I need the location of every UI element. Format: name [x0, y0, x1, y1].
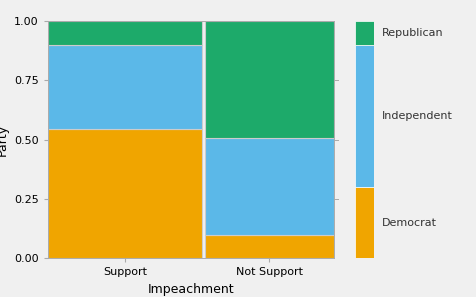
Bar — [355, 21, 374, 45]
Text: Independent: Independent — [381, 111, 452, 121]
Text: Republican: Republican — [381, 28, 442, 38]
Bar — [204, 21, 333, 138]
Y-axis label: Party: Party — [0, 124, 9, 156]
Bar — [48, 21, 202, 45]
Bar — [48, 129, 202, 258]
Bar — [355, 187, 374, 258]
Bar — [48, 45, 202, 129]
Bar — [204, 235, 333, 258]
Bar — [204, 138, 333, 235]
Bar — [355, 45, 374, 187]
Text: Democrat: Democrat — [381, 218, 436, 228]
X-axis label: Impeachment: Impeachment — [147, 283, 234, 296]
